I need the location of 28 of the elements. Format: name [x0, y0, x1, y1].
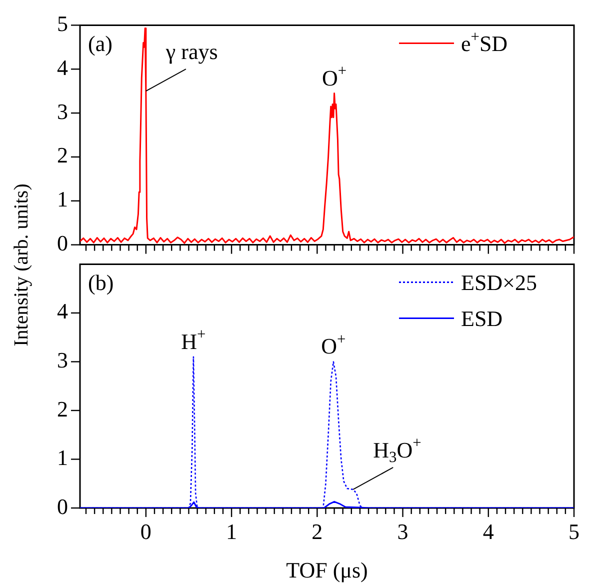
annotation: H+ [181, 326, 206, 354]
x-tick-label: 3 [397, 518, 408, 544]
legend-label: ESD×25 [461, 270, 537, 296]
y-tick-label: 2 [57, 142, 68, 168]
y-tick-label: 4 [57, 54, 68, 80]
y-tick-label: 3 [57, 98, 68, 124]
annotation: (a) [88, 31, 112, 56]
legend-label: ESD [461, 306, 503, 332]
y-axis-title: Intensity (arb. units) [10, 184, 34, 346]
annotation: (b) [88, 270, 114, 296]
annotation: O+ [322, 62, 347, 90]
y-tick-label: 0 [57, 230, 68, 256]
x-tick-label: 5 [568, 518, 580, 544]
annotation: O+ [321, 330, 346, 359]
x-tick-label: 2 [312, 518, 323, 544]
y-tick-label: 1 [57, 445, 68, 470]
y-tick-label: 5 [57, 10, 68, 36]
x-tick-label: 4 [482, 518, 494, 544]
x-axis-title: TOF (μs) [286, 558, 368, 583]
x-tick-label: 0 [140, 518, 152, 544]
y-tick-label: 3 [57, 348, 68, 372]
annotation: γ rays [164, 39, 218, 64]
y-tick-label: 1 [57, 186, 68, 212]
y-tick-label: 2 [57, 396, 68, 422]
y-tick-label: 4 [57, 298, 68, 324]
legend-label: e+SD [461, 28, 508, 56]
x-tick-label: 1 [226, 518, 238, 544]
y-tick-label: 0 [57, 494, 68, 519]
